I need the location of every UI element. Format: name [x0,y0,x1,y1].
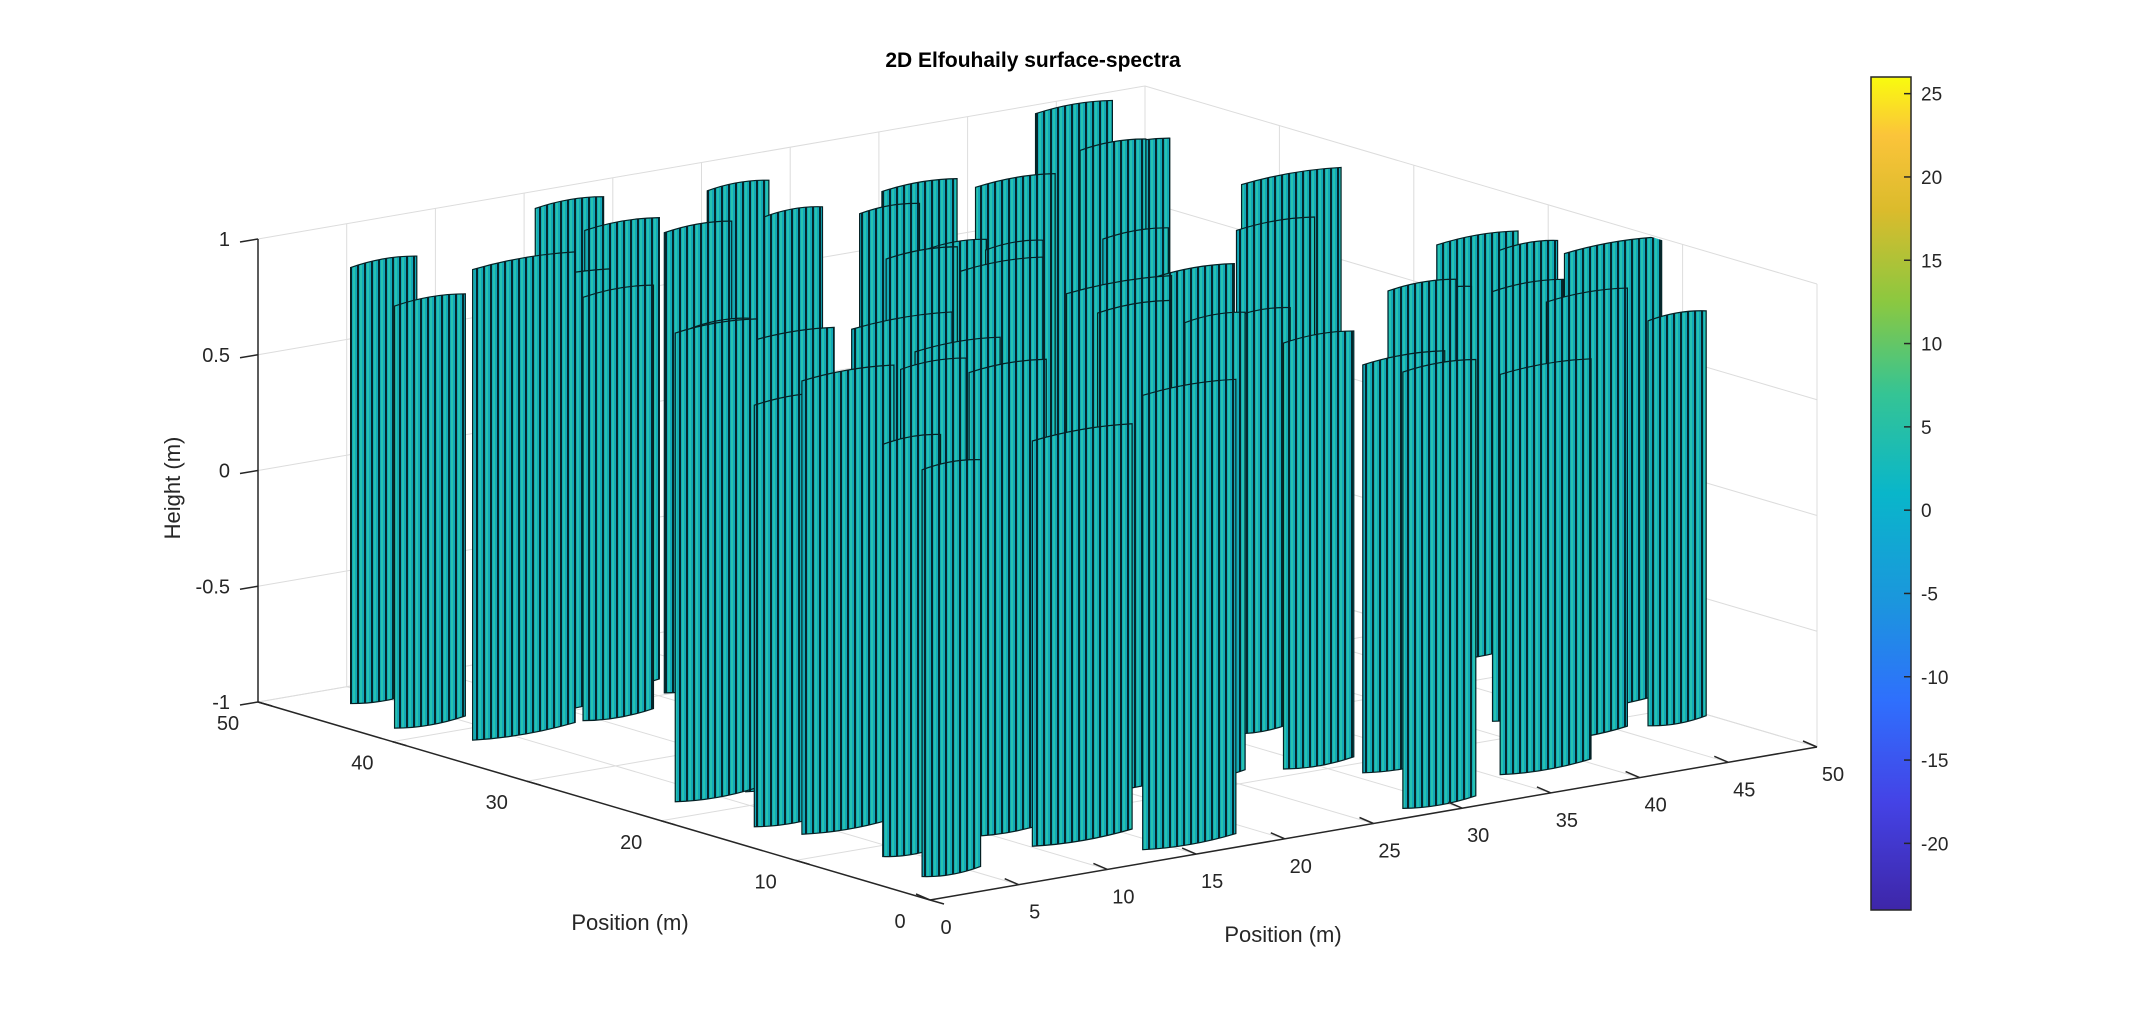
x-tick-label: 40 [1644,795,1666,817]
surface-patch [1142,378,1237,851]
z-tick-mark [239,238,259,243]
x-tick-label: 50 [1822,764,1844,786]
x-tick-mark [1004,878,1019,886]
surface-patch [472,251,576,741]
z-tick-mark [239,354,259,359]
y-tick-mark [526,780,542,786]
x-tick-mark [1270,832,1286,840]
x-tick-label: 45 [1733,779,1755,801]
colorbar-tick-label: 0 [1921,501,1932,522]
colorbar-tick-label: -5 [1921,584,1938,605]
z-axis-ticks: -1 -0.5 0 0.5 1 [196,229,259,714]
y-tick-mark [929,899,945,905]
z-tick-label: -0.5 [196,576,230,598]
x-tick-mark [1714,755,1729,763]
surface-patch [1499,358,1592,776]
colorbar-gradient [1870,76,1912,911]
y-tick-mark [392,740,407,747]
grid-line [257,85,1818,285]
x-tick-label: 20 [1290,856,1312,878]
surface-patch [1402,358,1477,809]
x-tick-label: 10 [1112,886,1134,908]
colorbar: -20 -15 -10 -5 0 5 10 15 20 25 [1870,76,1948,911]
colorbar-tick-label: 15 [1921,251,1942,272]
y-tick-label: 30 [486,792,508,814]
y-tick-mark [257,701,273,707]
z-tick-mark [239,701,259,706]
y-axis-ticks: 0 10 20 30 40 50 [217,701,945,933]
x-tick-label: 30 [1467,825,1489,847]
wave-surface [349,99,1707,878]
colorbar-tick-label: -10 [1921,668,1948,689]
x-tick-label: 0 [940,917,951,939]
x-tick-label: 25 [1378,841,1400,863]
z-tick-label: 0.5 [202,345,230,367]
x-axis-label: Position (m) [1224,922,1341,947]
surface-patch [393,293,466,729]
surface-patch [1282,330,1355,770]
z-tick-mark [239,585,259,590]
y-axis-line [257,701,931,901]
x-tick-mark [1625,770,1640,779]
colorbar-tick-label: 5 [1921,418,1932,439]
x-tick-mark [1181,847,1197,855]
x-tick-mark [1093,862,1108,871]
y-tick-mark [660,820,676,826]
y-tick-mark [795,859,810,866]
y-axis-label: Position (m) [571,910,688,935]
surface-patch [582,284,655,722]
z-tick-label: -1 [212,692,230,714]
y-tick-label: 10 [754,871,776,893]
surface-patch [1647,310,1707,727]
y-tick-label: 20 [620,832,642,854]
colorbar-tick-label: -15 [1921,751,1948,772]
x-axis-ticks: 0 5 10 15 20 25 30 35 40 45 50 [915,740,1844,939]
y-tick-label: 40 [351,753,373,775]
surface-patch [674,318,758,803]
z-axis-label: Height (m) [160,437,185,540]
surface-patch [801,364,895,835]
x-tick-label: 5 [1029,902,1040,924]
z-tick-label: 1 [219,229,230,251]
surface-patch [921,459,982,878]
x-tick-mark [1536,786,1552,794]
surface-patch [1031,423,1133,847]
x-tick-label: 15 [1201,871,1223,893]
colorbar-ticks: -20 -15 -10 -5 0 5 10 15 20 25 [1904,85,1948,855]
z-tick-mark [239,469,259,475]
x-tick-mark [1359,816,1374,825]
x-tick-mark [1447,801,1463,809]
x-tick-label: 35 [1556,810,1578,832]
y-tick-label: 0 [894,911,905,933]
z-tick-label: 0 [219,461,230,483]
colorbar-tick-label: 25 [1921,85,1942,106]
colorbar-tick-label: 20 [1921,168,1942,189]
x-tick-mark [915,893,931,901]
colorbar-tick-label: -20 [1921,834,1948,855]
colorbar-tick-label: 10 [1921,335,1942,356]
x-tick-mark [1802,740,1818,748]
chart-title: 2D Elfouhaily surface-spectra [885,49,1181,72]
y-tick-label: 50 [217,713,239,735]
